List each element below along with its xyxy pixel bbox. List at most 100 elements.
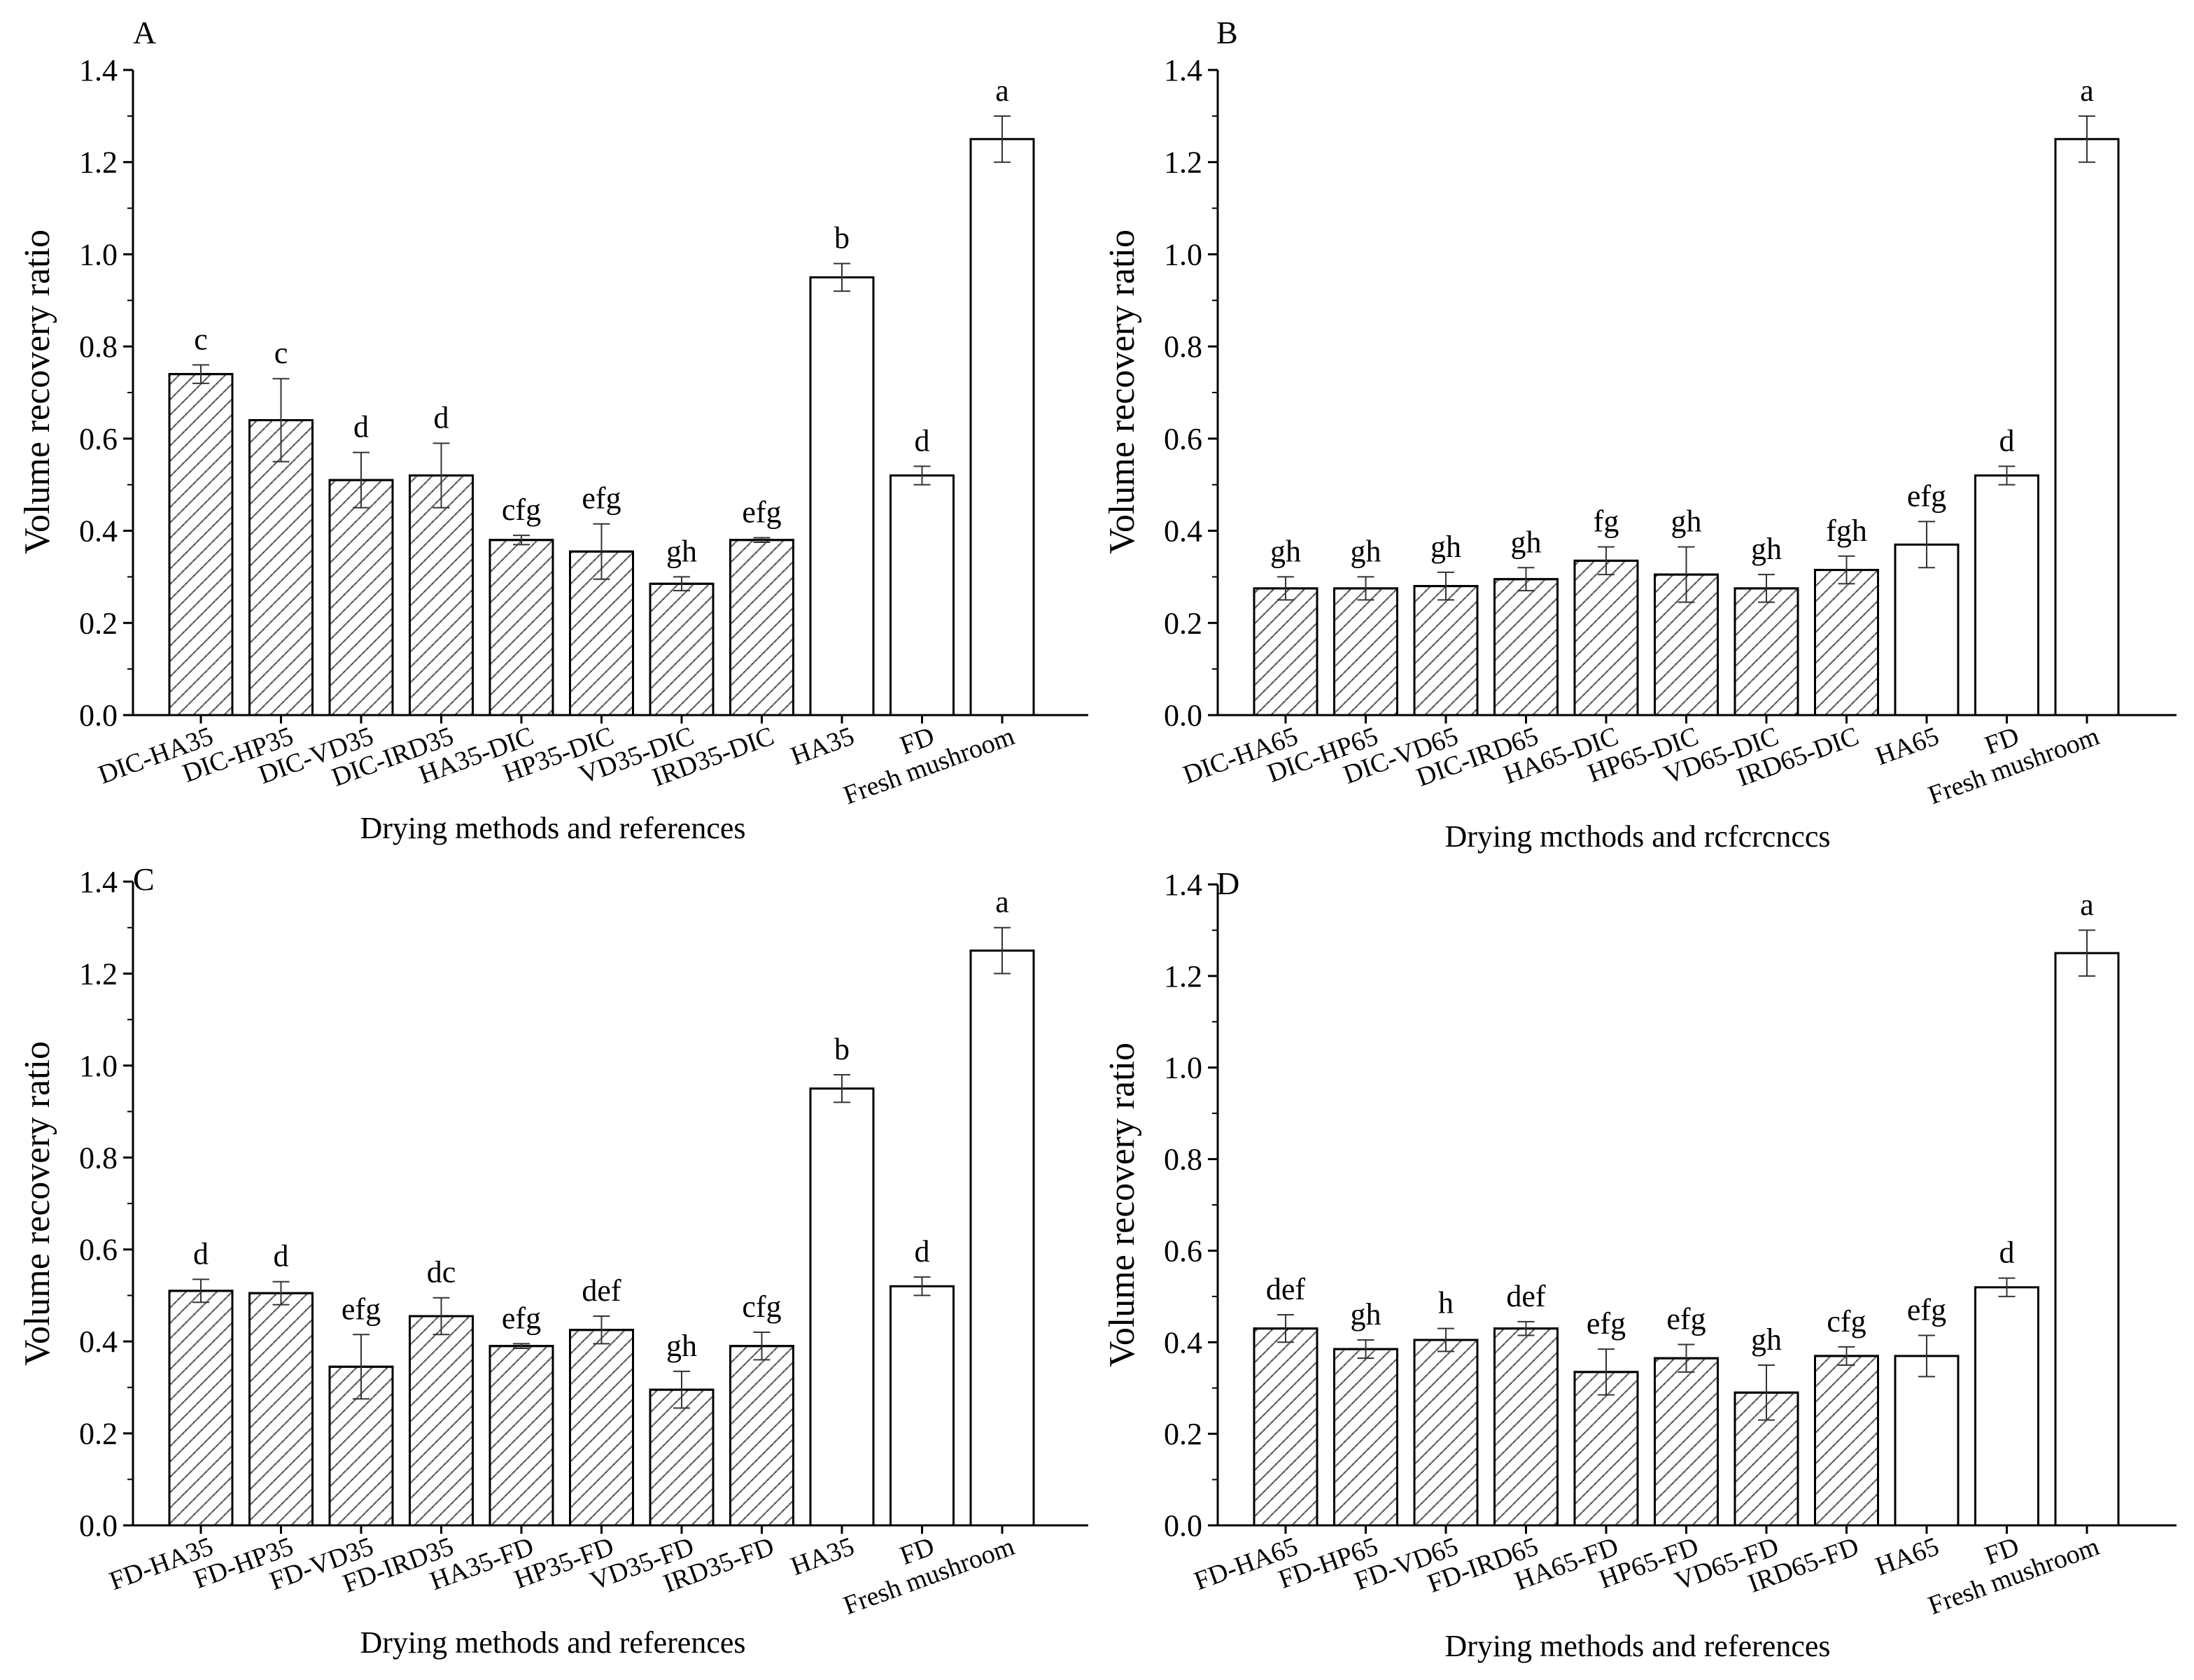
y-tick-label: 1.2 xyxy=(1164,146,1202,180)
y-tick-label: 0.6 xyxy=(79,1233,118,1267)
significance-letter: b xyxy=(834,1032,850,1066)
y-tick-label: 1.4 xyxy=(1164,53,1202,87)
significance-letter: a xyxy=(2080,887,2094,922)
significance-letter: gh xyxy=(666,534,697,568)
y-tick-label: 0.0 xyxy=(79,698,118,733)
significance-letter: d xyxy=(1999,1236,2015,1270)
bar-hatch-overlay xyxy=(650,584,713,715)
bar-hatch-overlay xyxy=(1735,588,1798,715)
significance-letter: gh xyxy=(1511,525,1542,559)
bar-hatch-overlay xyxy=(490,1346,553,1525)
bar-hatch-overlay xyxy=(1815,1355,1878,1525)
significance-letter: def xyxy=(1506,1279,1546,1313)
y-tick-label: 0.2 xyxy=(1164,606,1202,640)
significance-letter: d xyxy=(274,1239,289,1273)
bar-hatch-overlay xyxy=(169,374,232,715)
y-tick-label: 0.8 xyxy=(79,330,118,364)
y-tick-label: 0.2 xyxy=(79,606,118,640)
significance-letter: cfg xyxy=(1827,1304,1866,1339)
significance-letter: fgh xyxy=(1826,514,1867,548)
bar-fd xyxy=(889,1285,955,1527)
x-tick-label: HA35 xyxy=(787,1532,858,1581)
significance-letter: efg xyxy=(342,1292,381,1326)
bar-ha65 xyxy=(1894,543,1960,717)
significance-letter: dc xyxy=(427,1255,456,1290)
bar-hatch-overlay xyxy=(1494,1328,1558,1525)
y-axis-title: Volume recovery ratio xyxy=(17,230,57,554)
significance-letter: a xyxy=(995,73,1009,108)
bar-hatch-overlay xyxy=(570,1329,633,1525)
significance-letter: efg xyxy=(1587,1306,1626,1341)
y-axis-title: Volume recovery ratio xyxy=(17,1041,57,1366)
x-axis-title: Drying methods and references xyxy=(360,1625,745,1660)
significance-letter: def xyxy=(582,1273,621,1308)
significance-letter: efg xyxy=(582,481,621,516)
bar-fresh-mushroom xyxy=(2054,952,2120,1527)
x-axis-title: Drying methods and references xyxy=(360,811,745,845)
chart-panel-a: A 0.0 0.2 0.4 0.6 0.8 1.0 1.2 1.4 Volume recovery… xyxy=(17,15,1088,845)
panel-label: B xyxy=(1216,15,1238,50)
significance-letter: efg xyxy=(1907,479,1946,513)
significance-letter: c xyxy=(194,322,208,356)
significance-letter: efg xyxy=(1907,1292,1946,1327)
bar-hatch-overlay xyxy=(730,1346,794,1525)
significance-letter: a xyxy=(995,885,1009,919)
y-tick-label: 1.0 xyxy=(1164,1051,1202,1085)
y-axis-title: Volume recovery ratio xyxy=(1102,230,1142,554)
bar-hatch-overlay xyxy=(249,1293,313,1525)
y-tick-label: 0.0 xyxy=(79,1509,118,1543)
bar-hatch-overlay xyxy=(650,1390,713,1525)
significance-letter: d xyxy=(915,1234,930,1269)
y-tick-label: 1.2 xyxy=(79,146,118,180)
y-tick-label: 0.4 xyxy=(1164,514,1202,549)
y-tick-label: 0.2 xyxy=(1164,1417,1202,1451)
significance-letter: gh xyxy=(1751,1322,1782,1357)
significance-letter: d xyxy=(1999,423,2015,458)
panel-label: D xyxy=(1216,866,1239,901)
significance-letter: d xyxy=(353,410,369,444)
significance-letter: cfg xyxy=(502,493,541,527)
bar-hatch-overlay xyxy=(1815,570,1878,715)
significance-letter: gh xyxy=(1351,1297,1381,1332)
bar-hatch-overlay xyxy=(1414,586,1477,715)
significance-letter: efg xyxy=(742,495,781,529)
y-tick-label: 1.2 xyxy=(79,957,118,991)
significance-letter: cfg xyxy=(742,1290,781,1324)
panel-label: A xyxy=(133,15,156,50)
significance-letter: d xyxy=(193,1236,209,1271)
significance-letter: gh xyxy=(1751,532,1782,566)
bar-hatch-overlay xyxy=(1654,1358,1718,1525)
y-tick-label: 0.8 xyxy=(79,1141,118,1175)
significance-letter: h xyxy=(1438,1286,1454,1320)
y-tick-label: 0.4 xyxy=(79,514,118,549)
bar-fd xyxy=(1974,474,2039,717)
significance-letter: a xyxy=(2080,73,2094,108)
y-tick-label: 0.4 xyxy=(79,1325,118,1359)
significance-letter: d xyxy=(434,400,449,435)
significance-letter: gh xyxy=(1270,534,1301,568)
y-tick-label: 1.0 xyxy=(79,1049,118,1083)
significance-letter: gh xyxy=(1671,504,1702,539)
x-axis-title: Drying methods and references xyxy=(1444,1629,1830,1663)
bar-hatch-overlay xyxy=(409,1316,473,1525)
y-tick-label: 0.6 xyxy=(79,422,118,456)
significance-letter: d xyxy=(915,423,930,458)
bar-hatch-overlay xyxy=(1414,1340,1477,1525)
bar-hatch-overlay xyxy=(1334,588,1398,715)
significance-letter: efg xyxy=(502,1301,541,1335)
x-tick-label: HA35 xyxy=(787,721,858,771)
significance-letter: gh xyxy=(1430,530,1461,564)
bar-hatch-overlay xyxy=(1575,560,1638,715)
chart-panel-b: B 0.0 0.2 0.4 0.6 0.8 1.0 1.2 1.4 Volume recovery… xyxy=(1102,15,2177,854)
y-axis-title: Volume recovery ratio xyxy=(1102,1043,1142,1367)
significance-letter: fg xyxy=(1594,504,1619,539)
y-tick-label: 0.2 xyxy=(79,1417,118,1451)
y-tick-label: 1.0 xyxy=(79,237,118,271)
panel-label: C xyxy=(133,861,155,897)
bar-hatch-overlay xyxy=(1254,588,1317,715)
significance-letter: gh xyxy=(666,1329,697,1363)
y-tick-label: 1.2 xyxy=(1164,959,1202,994)
bar-hatch-overlay xyxy=(330,480,393,715)
bar-fresh-mushroom xyxy=(969,138,1035,717)
